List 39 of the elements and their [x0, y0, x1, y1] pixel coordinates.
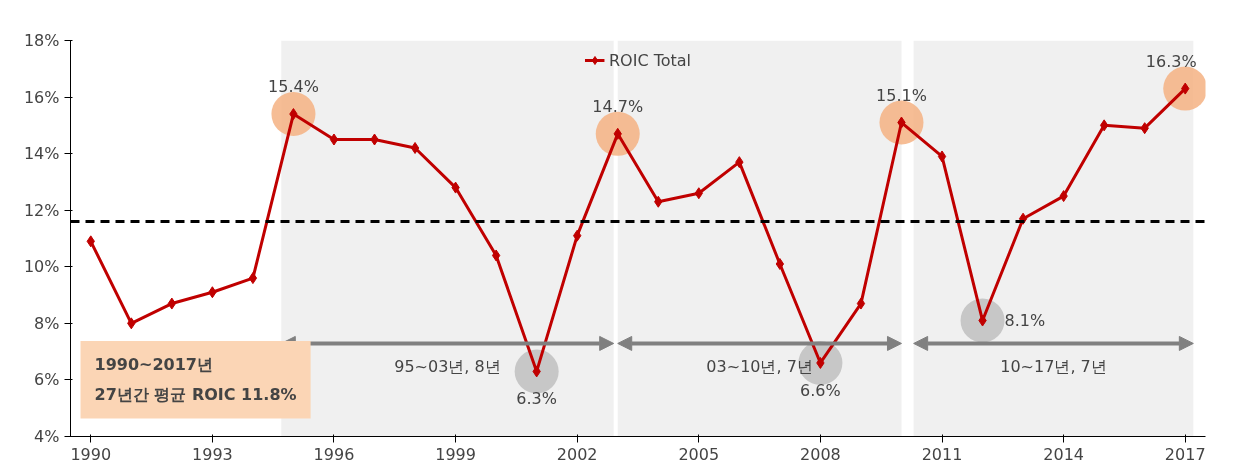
point [167, 297, 177, 310]
y-tick-label: 10% [23, 257, 60, 277]
data-label: 6.6% [800, 380, 841, 400]
y-tick-label: 16% [23, 87, 60, 107]
point [1163, 66, 1206, 111]
annotation: 1990~2017년 27년간 평균 ROIC 11.8% [94, 355, 297, 405]
y-tick-label: 6% [34, 370, 60, 390]
x-tick-label: 1990 [70, 444, 112, 464]
x-tick-label: 2008 [800, 444, 841, 464]
data-label: 6.3% [516, 389, 557, 409]
x-tick-label: 2011 [921, 444, 963, 464]
point [937, 150, 947, 163]
x-tick-label: 2014 [1043, 444, 1084, 464]
x-tick-label: 2005 [678, 444, 720, 464]
point [775, 257, 785, 270]
data-label: 8.1% [1004, 311, 1046, 331]
y-tick-label: 12% [23, 200, 60, 220]
point [248, 272, 258, 285]
band-label: 95~03년, 8년 [394, 357, 501, 377]
x-tick-label: 2002 [556, 444, 598, 464]
x-tick-label: 2017 [1164, 444, 1206, 464]
data-label: 15.4% [268, 77, 319, 97]
point [856, 297, 866, 310]
legend-label: ROIC Total [608, 50, 692, 70]
data-label: 16.3% [1145, 51, 1197, 71]
data-label: 15.1% [876, 85, 927, 105]
y-tick-label: 8% [34, 313, 60, 333]
band-label: 10~17년, 7년 [1000, 357, 1107, 377]
y-tick-label: 18% [23, 31, 60, 50]
band-label: 03~10년, 7년 [706, 357, 813, 377]
y-tick-label: 14% [23, 144, 60, 164]
point [1099, 119, 1109, 132]
x-tick-label: 1993 [192, 444, 233, 464]
data-label: 14.7% [592, 96, 644, 116]
x-tick-label: 1996 [313, 444, 355, 464]
y-tick-label: 4% [34, 427, 60, 446]
x-tick-label: 1999 [435, 444, 476, 464]
point [491, 249, 501, 262]
point [410, 141, 420, 154]
